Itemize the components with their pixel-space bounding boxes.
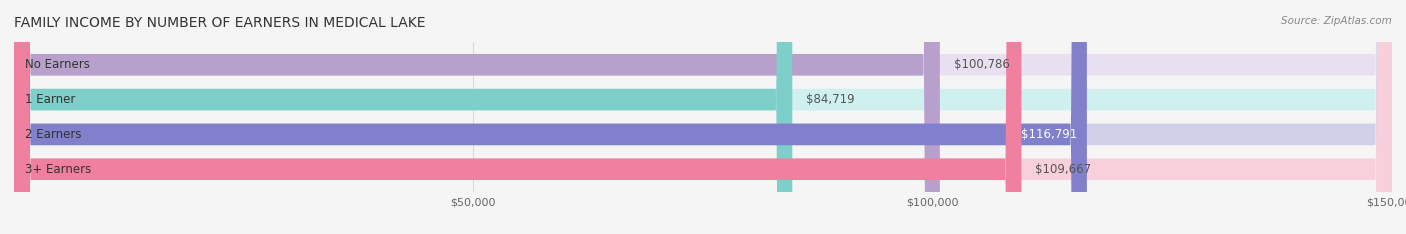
Text: No Earners: No Earners — [25, 58, 90, 71]
FancyBboxPatch shape — [14, 0, 939, 234]
FancyBboxPatch shape — [14, 0, 1392, 234]
FancyBboxPatch shape — [14, 0, 1392, 234]
Text: $116,791: $116,791 — [1021, 128, 1078, 141]
FancyBboxPatch shape — [14, 0, 1392, 234]
Text: 3+ Earners: 3+ Earners — [25, 163, 91, 176]
FancyBboxPatch shape — [14, 0, 1087, 234]
FancyBboxPatch shape — [14, 0, 1392, 234]
Text: 2 Earners: 2 Earners — [25, 128, 82, 141]
Text: 1 Earner: 1 Earner — [25, 93, 76, 106]
Text: FAMILY INCOME BY NUMBER OF EARNERS IN MEDICAL LAKE: FAMILY INCOME BY NUMBER OF EARNERS IN ME… — [14, 16, 426, 30]
FancyBboxPatch shape — [14, 0, 792, 234]
FancyBboxPatch shape — [14, 0, 1021, 234]
Text: Source: ZipAtlas.com: Source: ZipAtlas.com — [1281, 16, 1392, 26]
Text: $100,786: $100,786 — [953, 58, 1010, 71]
Text: $109,667: $109,667 — [1035, 163, 1091, 176]
Text: $84,719: $84,719 — [806, 93, 855, 106]
